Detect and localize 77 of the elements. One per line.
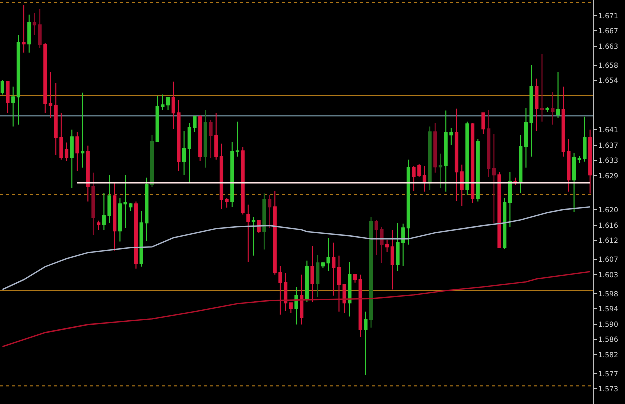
candlestick [300, 274, 304, 326]
candlestick [337, 255, 342, 312]
candlestick [406, 159, 410, 246]
candlestick [519, 134, 523, 194]
candlestick [48, 71, 53, 119]
candlestick [241, 146, 245, 216]
candlestick [540, 54, 544, 122]
candlestick [209, 119, 213, 159]
candlestick [321, 261, 326, 269]
candlestick [22, 4, 26, 54]
candlestick [310, 245, 314, 302]
candlestick [230, 142, 234, 208]
candlestick [358, 274, 362, 338]
candlestick [364, 311, 368, 376]
candlestick [38, 8, 42, 48]
candlestick [508, 172, 512, 228]
candlestick [369, 216, 374, 328]
candlestick [476, 138, 480, 202]
candlestick [454, 108, 459, 202]
candlestick [503, 198, 507, 250]
candlestick [289, 302, 293, 314]
candlestick [348, 261, 352, 318]
candlestick [262, 193, 266, 250]
candlestick [434, 122, 438, 174]
candlestick [76, 132, 80, 172]
candlestick [12, 86, 16, 128]
candlestick [86, 145, 90, 202]
candlestick [492, 134, 496, 224]
line-series [2, 206, 591, 290]
candlestick [236, 121, 240, 158]
candlestick [150, 134, 154, 188]
candlestick [0, 79, 4, 96]
candlestick [535, 78, 539, 132]
candlestick [326, 237, 330, 272]
candlestick [198, 114, 202, 162]
candlestick [332, 242, 336, 296]
candlestick [498, 172, 502, 248]
candlestick [470, 122, 475, 204]
candlestick [70, 129, 74, 189]
candlestick [305, 260, 309, 302]
candlestick [556, 71, 560, 119]
candlestick [316, 254, 320, 298]
candlestick [92, 172, 96, 236]
candlestick [134, 201, 138, 270]
candlestick [551, 92, 555, 126]
candlestick [294, 286, 298, 326]
candlestick [32, 12, 37, 36]
candlestick [214, 112, 218, 160]
candlestick [466, 121, 470, 196]
candlestick [113, 182, 117, 252]
candlestick [252, 216, 256, 256]
candlestick [204, 110, 208, 168]
candlestick [524, 108, 528, 168]
candlestick [6, 80, 10, 114]
line-series [2, 271, 591, 348]
candlestick [268, 194, 272, 229]
candlestick [16, 34, 21, 126]
candlestick [487, 110, 491, 178]
candlestick [428, 126, 432, 191]
candlestick [44, 42, 48, 114]
candlestick [572, 152, 576, 213]
candlestick [246, 204, 250, 262]
candlestick [182, 130, 186, 176]
candlestick [390, 229, 394, 290]
candlestick [342, 284, 346, 314]
candlestick [438, 153, 443, 189]
candlestick [422, 166, 427, 192]
candlestick [97, 220, 101, 230]
candlestick [460, 164, 464, 206]
candlestick [546, 106, 550, 112]
candlestick [28, 14, 32, 54]
candlestick [81, 92, 85, 168]
candlestick [353, 274, 358, 284]
candlestick [482, 112, 486, 135]
candlestick [530, 64, 534, 158]
candlestick [386, 239, 390, 253]
candlestick [588, 129, 592, 194]
